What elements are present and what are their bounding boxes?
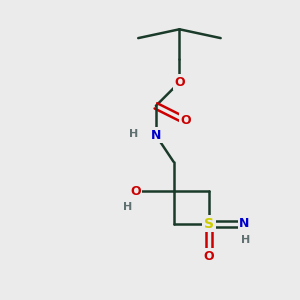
Text: O: O xyxy=(130,185,141,198)
Text: S: S xyxy=(204,217,214,231)
Text: O: O xyxy=(180,114,190,127)
Text: N: N xyxy=(151,129,161,142)
Text: H: H xyxy=(123,202,133,212)
Text: O: O xyxy=(174,76,185,89)
Text: H: H xyxy=(129,129,138,139)
Text: O: O xyxy=(204,250,214,262)
Text: H: H xyxy=(241,235,250,245)
Text: N: N xyxy=(239,217,249,230)
